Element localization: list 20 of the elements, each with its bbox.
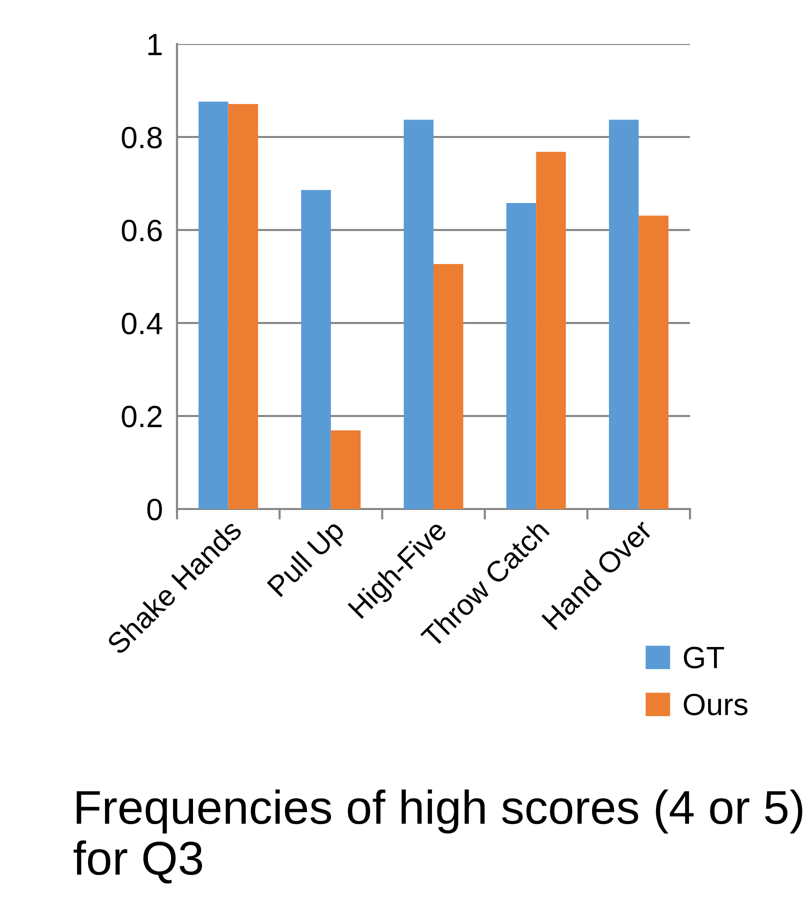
bar [638, 216, 668, 509]
bar [434, 264, 464, 509]
y-tick-label: 1 [148, 34, 162, 56]
y-tick-label: 0.2 [122, 406, 162, 428]
y-tick-label: 0.4 [122, 312, 162, 334]
bar [228, 104, 258, 509]
legend-label: Ours [684, 694, 748, 716]
text: Frequencies of high scores (4 or 5) for Q3 [74, 789, 802, 884]
x-tick-label: Pull Up [266, 518, 350, 602]
y-tick-label: 0.6 [122, 220, 162, 242]
bar [198, 102, 228, 509]
bar [330, 430, 361, 509]
y-tick-label: 0 [147, 498, 162, 520]
bar [404, 120, 434, 509]
y-tick-label: 0.8 [122, 126, 162, 148]
legend-label: GT [684, 646, 724, 668]
bar [506, 203, 536, 509]
bar [608, 120, 639, 509]
bar [301, 190, 331, 509]
bar [536, 152, 566, 509]
